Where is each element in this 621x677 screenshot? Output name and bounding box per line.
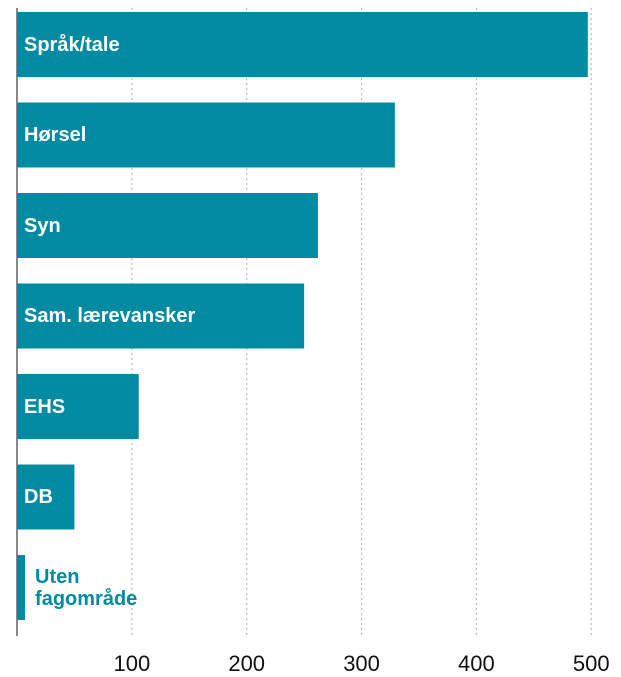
bar-label: Hørsel (24, 124, 87, 146)
bar-label: Uten fagområde (35, 565, 138, 610)
bar (17, 555, 26, 620)
bar-label: Språk/tale (24, 33, 120, 56)
bar-label: Syn (24, 214, 61, 237)
bar-label: EHS (24, 395, 66, 418)
bar-label: Sam. lærevansker (24, 305, 196, 327)
bar (17, 193, 318, 258)
x-tick-label: 200 (228, 651, 265, 676)
bar (17, 102, 395, 168)
x-tick-label: 100 (113, 651, 150, 676)
bar (17, 374, 139, 439)
x-tick-label: 400 (458, 651, 495, 676)
bar-label: DB (24, 486, 53, 508)
bar (17, 12, 588, 77)
x-tick-label: 500 (573, 651, 610, 676)
x-tick-label: 300 (343, 651, 380, 676)
bar (17, 464, 75, 530)
bar (17, 283, 305, 349)
